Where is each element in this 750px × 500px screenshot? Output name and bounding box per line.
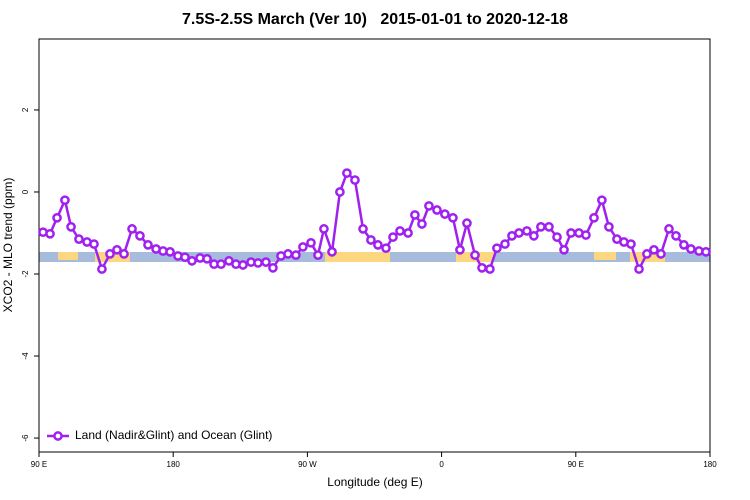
data-point bbox=[529, 231, 539, 241]
data-point bbox=[298, 242, 308, 252]
y-tick-label: 0 bbox=[21, 189, 30, 194]
data-point bbox=[119, 249, 129, 259]
data-point bbox=[313, 250, 323, 260]
land-patch bbox=[325, 252, 390, 262]
land-patch bbox=[594, 252, 616, 260]
data-point bbox=[671, 231, 681, 241]
x-tick-label: 90 E bbox=[568, 460, 584, 469]
data-point bbox=[664, 224, 674, 234]
y-axis-label: XCO2 - MLO trend (ppm) bbox=[1, 178, 15, 313]
data-point bbox=[291, 250, 301, 260]
data-point bbox=[105, 249, 115, 259]
data-point bbox=[448, 212, 458, 223]
data-point bbox=[342, 168, 352, 178]
data-point bbox=[597, 195, 607, 206]
data-point bbox=[187, 256, 197, 266]
data-point bbox=[462, 218, 472, 228]
data-point bbox=[350, 175, 360, 185]
data-point bbox=[268, 263, 278, 273]
data-point bbox=[500, 239, 510, 249]
data-point bbox=[358, 224, 368, 234]
data-point bbox=[626, 239, 636, 249]
data-point bbox=[477, 263, 487, 273]
data-point bbox=[410, 210, 420, 220]
legend-label: Land (Nadir&Glint) and Ocean (Glint) bbox=[75, 428, 272, 442]
data-point bbox=[656, 249, 666, 259]
data-point bbox=[66, 221, 76, 232]
data-point bbox=[89, 239, 99, 249]
data-point bbox=[381, 243, 391, 254]
data-point bbox=[470, 250, 480, 260]
data-point bbox=[253, 258, 263, 268]
data-point bbox=[649, 244, 659, 255]
data-point bbox=[283, 249, 293, 259]
land-patch bbox=[58, 252, 78, 260]
x-tick-label: 90 E bbox=[31, 460, 47, 469]
data-point bbox=[559, 244, 569, 255]
data-point bbox=[403, 228, 413, 238]
data-point bbox=[261, 257, 271, 267]
data-point bbox=[52, 212, 62, 223]
x-tick-label: 90 W bbox=[298, 460, 317, 469]
x-tick-label: 0 bbox=[439, 460, 444, 469]
data-point bbox=[432, 205, 442, 215]
legend-swatch-point bbox=[53, 431, 63, 441]
data-point bbox=[604, 221, 614, 232]
data-point bbox=[417, 219, 427, 229]
data-point bbox=[366, 235, 376, 245]
data-point bbox=[74, 234, 84, 244]
data-point bbox=[319, 224, 329, 234]
x-axis-label: Longitude (deg E) bbox=[327, 475, 422, 489]
data-point bbox=[514, 228, 524, 238]
data-point bbox=[335, 187, 345, 197]
x-tick-label: 180 bbox=[703, 460, 717, 469]
data-point bbox=[135, 231, 145, 241]
data-point bbox=[143, 240, 153, 250]
legend-item: Land (Nadir&Glint) and Ocean (Glint) bbox=[47, 428, 272, 442]
data-point bbox=[485, 264, 495, 274]
data-point bbox=[679, 240, 689, 250]
surface-strip bbox=[39, 252, 710, 262]
data-point bbox=[202, 253, 212, 264]
data-point bbox=[306, 237, 316, 248]
data-point bbox=[455, 244, 465, 255]
data-point bbox=[395, 226, 405, 236]
data-point bbox=[327, 247, 337, 257]
data-point bbox=[581, 230, 591, 240]
data-point bbox=[686, 244, 696, 254]
data-point bbox=[388, 232, 398, 242]
data-point bbox=[536, 221, 546, 232]
data-point bbox=[112, 244, 122, 255]
data-point bbox=[634, 264, 644, 274]
data-point bbox=[127, 224, 137, 234]
data-point bbox=[642, 249, 652, 259]
data-point bbox=[440, 209, 450, 219]
data-point bbox=[522, 226, 532, 236]
data-point bbox=[165, 247, 175, 257]
data-point bbox=[566, 228, 576, 238]
y-tick-label: -4 bbox=[21, 352, 30, 360]
x-tick-label: 180 bbox=[167, 460, 181, 469]
data-point bbox=[180, 252, 190, 263]
data-point bbox=[589, 212, 599, 223]
data-point bbox=[60, 195, 70, 206]
data-point bbox=[238, 260, 248, 270]
y-tick-label: 2 bbox=[21, 107, 30, 112]
data-point bbox=[544, 221, 554, 232]
data-point bbox=[97, 264, 107, 274]
y-tick-label: -6 bbox=[21, 434, 30, 442]
data-point bbox=[45, 228, 55, 239]
chart-title: 7.5S-2.5S March (Ver 10) 2015-01-01 to 2… bbox=[182, 11, 568, 28]
data-point bbox=[216, 259, 226, 270]
data-point bbox=[424, 201, 434, 211]
plot-frame bbox=[38, 38, 711, 453]
data-point bbox=[373, 240, 383, 250]
data-point bbox=[552, 232, 562, 242]
data-point bbox=[492, 243, 502, 254]
data-point bbox=[701, 247, 711, 257]
y-tick-label: -2 bbox=[21, 270, 30, 278]
